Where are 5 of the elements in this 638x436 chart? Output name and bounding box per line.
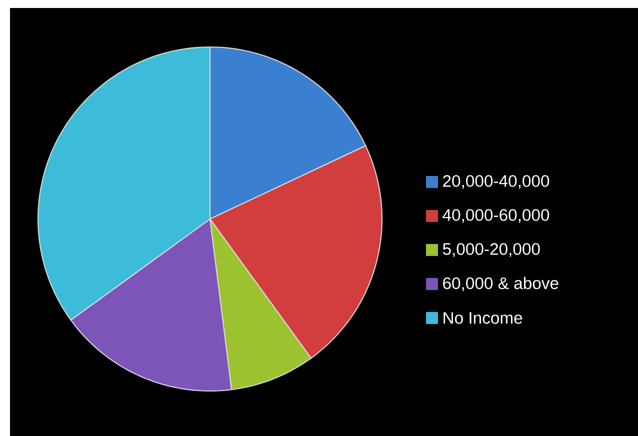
- legend-label: No Income: [444, 312, 522, 324]
- legend-label: 40,000-60,000: [442, 209, 550, 223]
- legend-label: 5,000-20,000: [442, 243, 540, 257]
- legend-label: 20,000-40,000: [443, 175, 550, 189]
- legend-label: 60,000 & above: [443, 276, 558, 292]
